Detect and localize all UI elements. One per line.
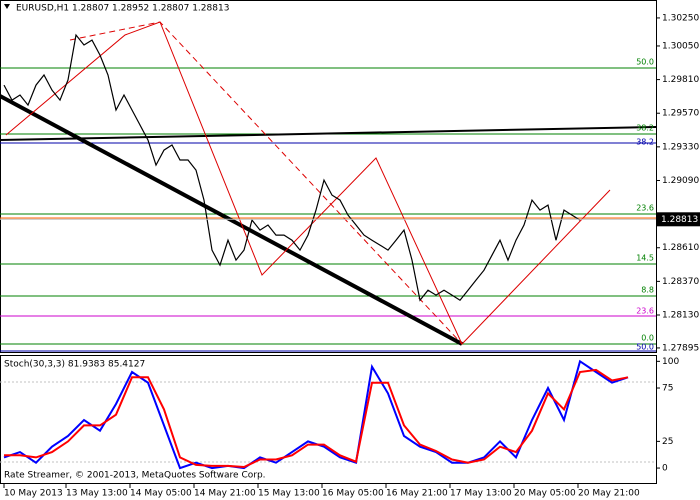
y-tick-label: 1.29810 (662, 75, 699, 85)
menu-arrow (4, 4, 10, 9)
x-tick-label: 10 May 2013 (4, 489, 63, 499)
fibo-label: 0.0 (641, 334, 654, 343)
y-tick-label: 1.29330 (662, 142, 699, 152)
x-tick-label: 14 May 21:00 (194, 489, 256, 499)
trend-line (0, 126, 657, 141)
x-tick-label: 20 May 05:00 (514, 489, 576, 499)
fibo-label: 8.8 (641, 286, 654, 295)
x-tick-label: 14 May 05:00 (130, 489, 192, 499)
stoch-line (4, 368, 629, 469)
fibo-label: 23.6 (636, 307, 654, 316)
x-tick-label: 17 May 13:00 (450, 489, 512, 499)
y-tick-label: 100 (662, 357, 679, 367)
y-tick-label: 25 (662, 437, 673, 447)
price-line (3, 33, 581, 302)
fibo-label: 14.5 (636, 254, 654, 263)
x-tick-label: 16 May 05:00 (322, 489, 384, 499)
current-price-box (657, 212, 700, 227)
y-tick-label: 1.28370 (662, 277, 699, 287)
fibo-label: 23.6 (636, 204, 654, 213)
x-tick-label: 16 May 21:00 (386, 489, 448, 499)
y-tick-label: 1.27895 (662, 343, 699, 353)
y-tick-label: 75 (662, 384, 673, 394)
x-tick-label: 20 May 21:00 (578, 489, 640, 499)
fibo-label: 50.0 (636, 58, 654, 67)
y-tick-label: 1.30250 (662, 13, 699, 23)
stoch-title: Stoch(30,3,3) 81.9383 85.4127 (4, 360, 145, 370)
current-price-label: 1.28813 (661, 215, 698, 225)
trend-line-thick (0, 94, 463, 346)
stoch-panel (0, 355, 657, 484)
y-tick-label: 0 (662, 464, 668, 474)
x-tick-label: 15 May 13:00 (258, 489, 320, 499)
y-tick-label: 1.30050 (662, 41, 699, 51)
chart-title: EURUSD,H1 1.28807 1.28952 1.28807 1.2881… (16, 4, 229, 14)
y-tick-label: 1.28130 (662, 311, 699, 321)
y-tick-label: 1.28610 (662, 243, 699, 253)
price-panel (0, 0, 657, 353)
y-tick-label: 1.29570 (662, 109, 699, 119)
x-tick-label: 13 May 13:00 (66, 489, 128, 499)
fibo-label: 38.2 (636, 138, 654, 147)
zigzag-dashed (69, 21, 463, 345)
y-tick-label: 1.29090 (662, 176, 699, 186)
fibo-lines (0, 67, 656, 352)
fibo-label: 50.0 (636, 343, 654, 352)
fibo-label: 38.2 (636, 124, 654, 133)
copyright: Rate Streamer, © 2001-2013, MetaQuotes S… (4, 471, 266, 481)
